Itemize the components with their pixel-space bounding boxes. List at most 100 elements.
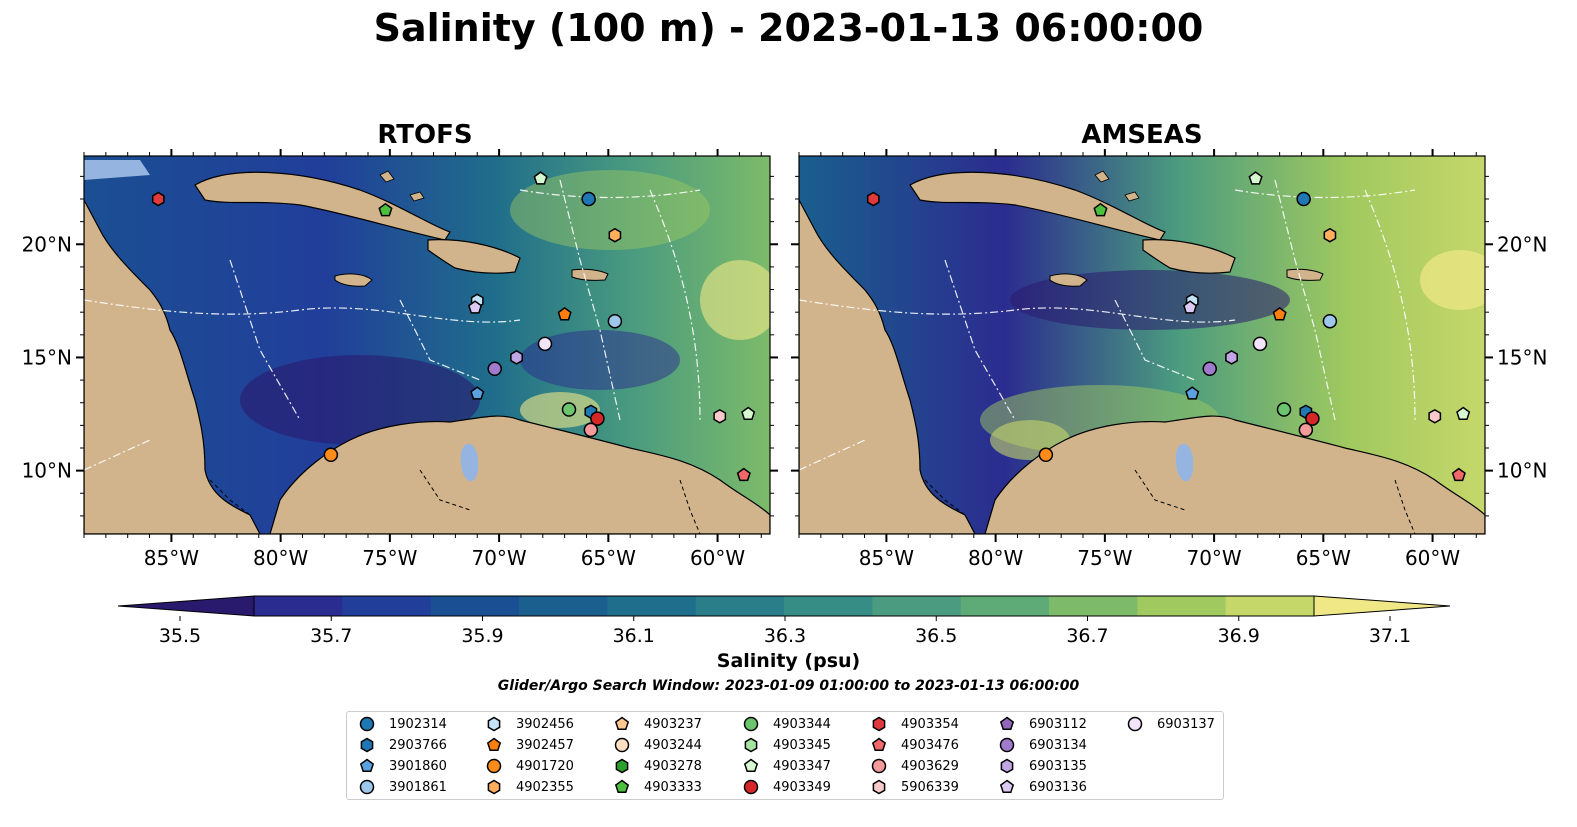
- legend-label: 4903333: [644, 779, 702, 795]
- circle-marker-icon: [359, 779, 375, 795]
- rtofs-map: [84, 156, 770, 534]
- legend-entry: 4903347: [741, 756, 831, 776]
- legend-entry: 4903333: [612, 777, 702, 797]
- legend-entry: 3901861: [357, 777, 447, 797]
- lat-tick-label-right: 20°N: [1497, 232, 1547, 256]
- circle-marker-icon: [486, 758, 502, 774]
- lon-tick-label: 60°W: [1405, 546, 1460, 570]
- legend-label: 6903137: [1157, 716, 1215, 732]
- circle-marker-icon: [871, 758, 887, 774]
- lat-tick-label-right: 15°N: [1497, 345, 1547, 369]
- colorbar-segment: [1049, 596, 1138, 616]
- legend-label: 4903344: [773, 716, 831, 732]
- float-marker: [608, 227, 622, 243]
- panel-title-rtofs: RTOFS: [377, 120, 473, 150]
- legend-marker: [871, 737, 887, 752]
- float-markers: [151, 171, 1471, 482]
- float-marker: [741, 406, 756, 421]
- colorbar-tick-label: 36.3: [764, 625, 806, 647]
- float-marker: [557, 306, 572, 321]
- legend-marker: [1000, 758, 1014, 774]
- legend-label: 4902355: [516, 779, 574, 795]
- legend-entry: 4903345: [741, 735, 831, 755]
- legend-entry: 4903244: [612, 735, 702, 755]
- colorbar-tick-label: 36.7: [1066, 625, 1108, 647]
- circle-marker-icon: [743, 779, 759, 795]
- legend-marker: [487, 779, 501, 795]
- lon-tick-label: 70°W: [1186, 546, 1241, 570]
- legend-entry: 6903137: [1125, 714, 1215, 734]
- legend-entry: 6903134: [997, 735, 1087, 755]
- float-marker: [1298, 422, 1314, 438]
- hexagon-marker-icon: [487, 779, 501, 795]
- legend-marker: [614, 737, 630, 753]
- legend-entry: 2903766: [357, 735, 447, 755]
- float-marker: [1183, 300, 1198, 314]
- legend-label: 1902314: [389, 716, 447, 732]
- colorbar-segment: [607, 596, 697, 616]
- float-marker: [323, 447, 339, 463]
- colorbar-segment: [430, 596, 520, 616]
- float-marker: [151, 191, 165, 207]
- hexagon-marker-icon: [744, 737, 758, 753]
- float-marker: [581, 191, 596, 207]
- legend-label: 4903278: [644, 758, 702, 774]
- legend-entry: 3902456: [484, 714, 574, 734]
- lon-tick-label: 85°W: [144, 546, 199, 570]
- legend-entry: 5906339: [869, 777, 959, 797]
- colorbar-segment: [1225, 596, 1315, 616]
- legend-label: 6903135: [1029, 758, 1087, 774]
- colorbar-segment: [872, 596, 962, 616]
- legend-marker: [359, 758, 375, 773]
- float-marker: [537, 336, 553, 352]
- pentagon-marker-icon: [359, 758, 375, 773]
- float-marker: [1248, 171, 1263, 185]
- legend-label: 3901860: [389, 758, 447, 774]
- legend-marker: [1127, 716, 1143, 732]
- colorbar-extend-min: [117, 595, 255, 617]
- legend-label: 4903244: [644, 737, 702, 753]
- float-legend: 1902314 2903766 3901860 3901861 3902456 39024…: [346, 711, 1224, 800]
- hexagon-marker-icon: [615, 758, 629, 774]
- colorbar: 35.5 35.7 35.9 36.1 36.3 36.5 36.7 36.9 37.1: [117, 595, 1451, 647]
- lat-tick-label-right: 10°N: [1497, 459, 1547, 483]
- lon-tick-label: 65°W: [581, 546, 636, 570]
- float-marker: [1451, 467, 1466, 482]
- lat-tick-label-left: 15°N: [22, 345, 72, 369]
- float-marker: [561, 402, 577, 417]
- rtofs-frame: [83, 155, 771, 535]
- float-marker: [1185, 386, 1200, 400]
- pentagon-marker-icon: [486, 737, 502, 752]
- legend-entry: 4903278: [612, 756, 702, 776]
- legend-marker: [999, 779, 1015, 794]
- colorbar-tick-label: 37.1: [1369, 625, 1411, 647]
- lon-tick-label: 85°W: [859, 546, 914, 570]
- pentagon-marker-icon: [999, 779, 1015, 794]
- lon-tick-label: 60°W: [690, 546, 745, 570]
- legend-marker: [872, 716, 886, 732]
- legend-entry: 1902314: [357, 714, 447, 734]
- lon-tick-label: 70°W: [471, 546, 526, 570]
- colorbar-segment: [960, 596, 1050, 616]
- legend-label: 4903476: [901, 737, 959, 753]
- figure-title: Salinity (100 m) - 2023-01-13 06:00:00: [373, 6, 1204, 50]
- legend-entry: 3902457: [484, 735, 574, 755]
- float-marker: [583, 422, 599, 438]
- legend-entry: 6903135: [997, 756, 1087, 776]
- map-panels: 85°W 80°W 75°W 70°W 65°W 60°W 20°N 15°N 10°N 85°W…: [22, 149, 1547, 570]
- legend-marker: [999, 737, 1015, 753]
- hexagon-marker-icon: [872, 779, 886, 795]
- float-marker: [1305, 411, 1320, 426]
- float-marker: [510, 350, 523, 365]
- pentagon-marker-icon: [614, 779, 630, 794]
- legend-label: 6903112: [1029, 716, 1087, 732]
- legend-marker: [744, 737, 758, 753]
- legend-entry: 4901720: [484, 756, 574, 776]
- float-marker: [1323, 227, 1337, 243]
- legend-entry: 4902355: [484, 777, 574, 797]
- colorbar-segment: [342, 596, 432, 616]
- legend-marker: [487, 716, 501, 732]
- legend-marker: [359, 779, 375, 795]
- legend-label: 4901720: [516, 758, 574, 774]
- lon-tick-label: 75°W: [362, 546, 417, 570]
